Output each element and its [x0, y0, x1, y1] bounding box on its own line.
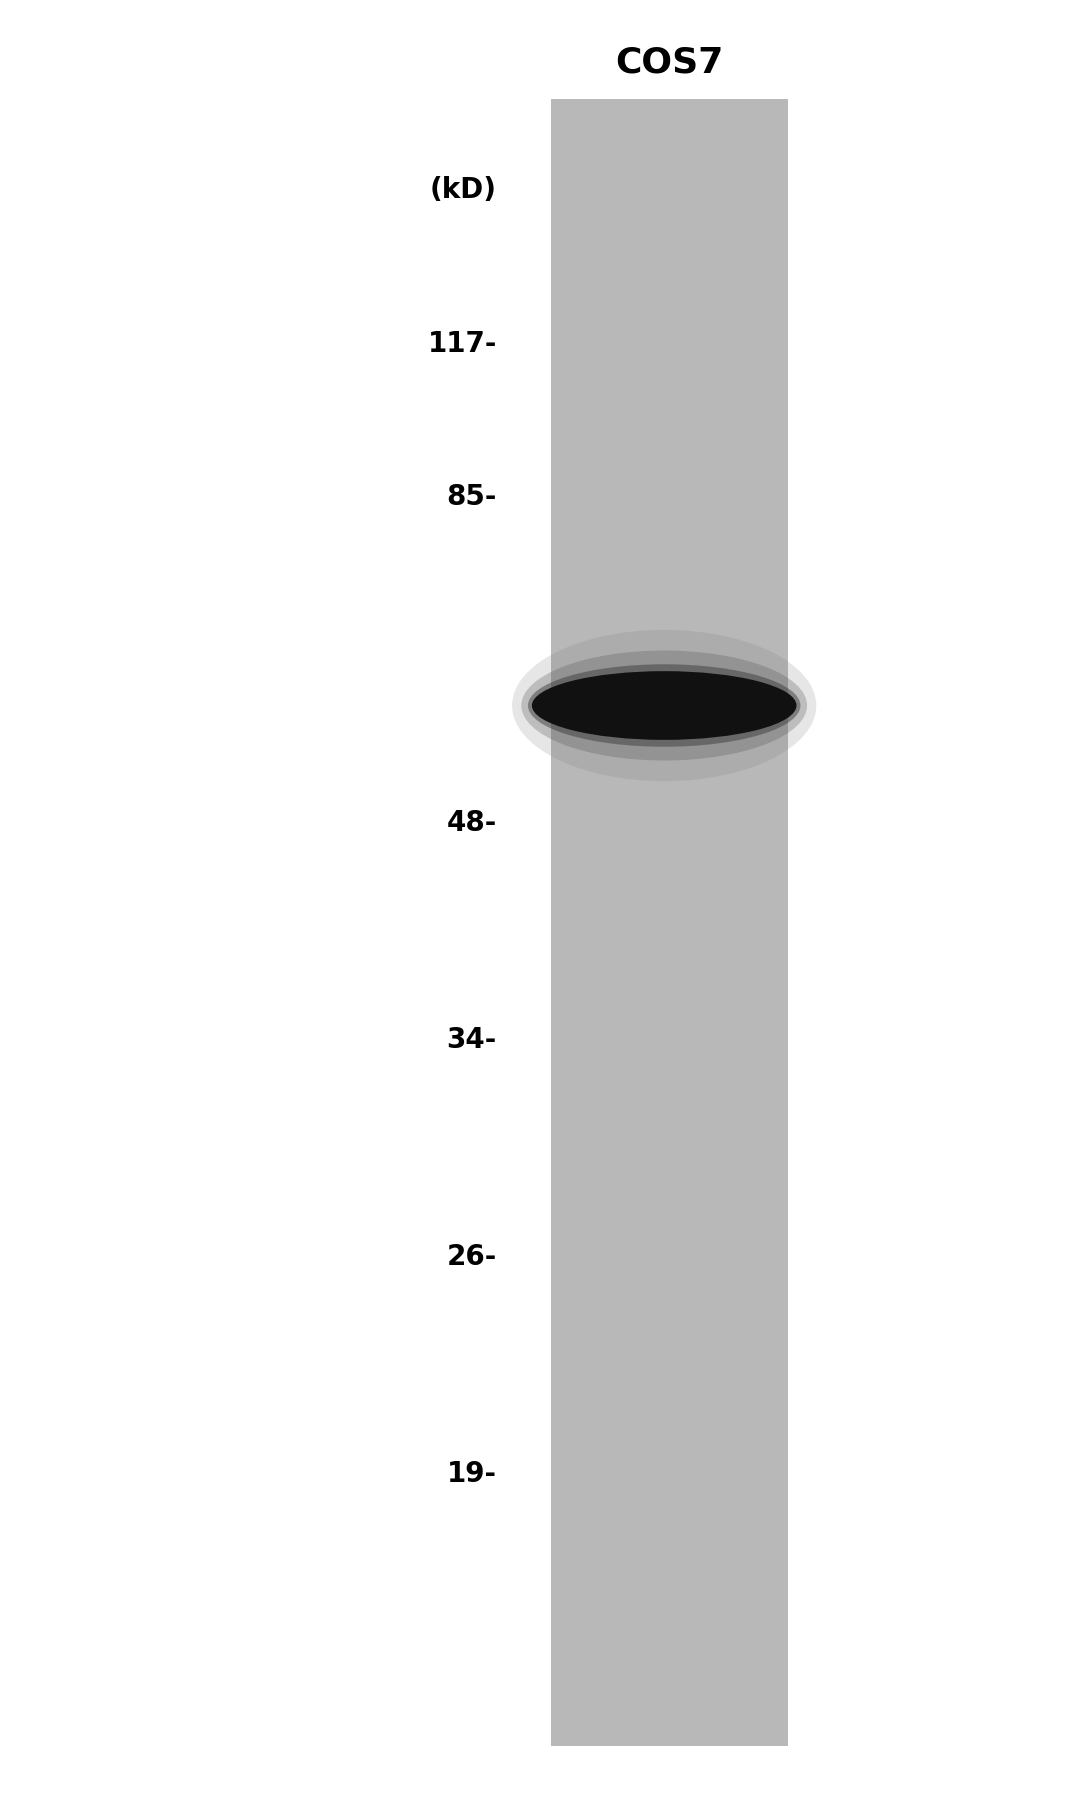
Ellipse shape	[528, 664, 800, 747]
Ellipse shape	[512, 630, 816, 781]
Ellipse shape	[522, 651, 807, 760]
Ellipse shape	[532, 671, 797, 740]
Text: 117-: 117-	[428, 329, 497, 358]
Text: 48-: 48-	[446, 809, 497, 838]
Text: 85-: 85-	[446, 483, 497, 512]
Text: 34-: 34-	[446, 1026, 497, 1055]
Text: COS7: COS7	[616, 45, 724, 80]
Bar	[551, 99, 788, 1746]
Text: 26-: 26-	[446, 1243, 497, 1272]
Text: (kD): (kD)	[430, 175, 497, 204]
Text: 19-: 19-	[447, 1460, 497, 1489]
